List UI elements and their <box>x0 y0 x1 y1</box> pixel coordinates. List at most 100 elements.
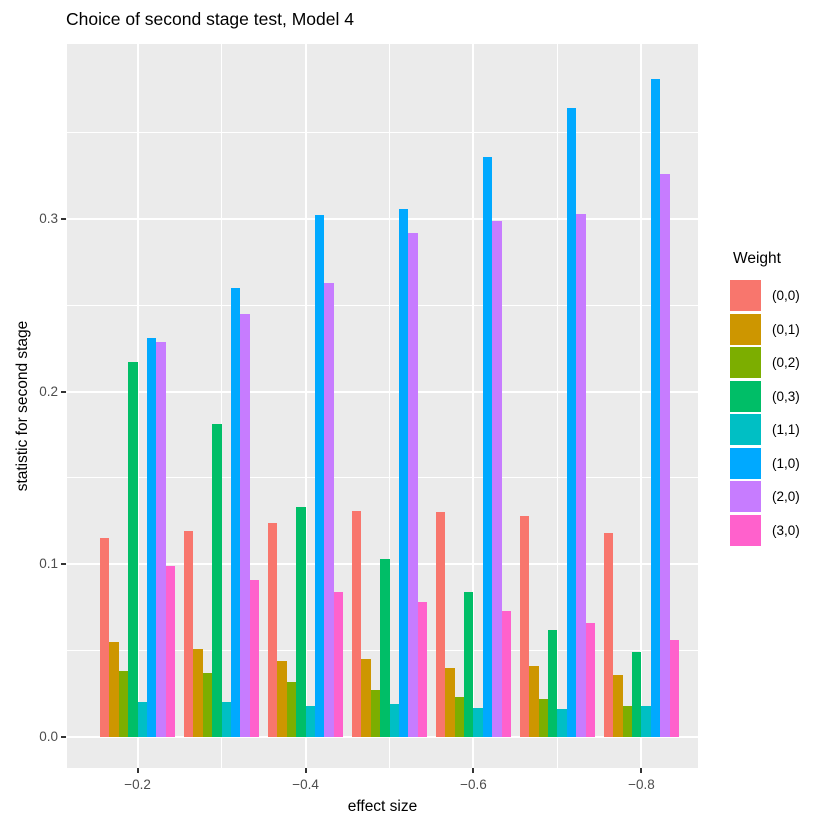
y-tick-mark <box>61 563 66 566</box>
x-tick-label: −0.6 <box>460 777 487 792</box>
legend-key-label: (3,0) <box>772 522 800 538</box>
legend-item: (1,0) <box>730 447 800 479</box>
bar <box>305 705 315 737</box>
legend-key-swatch <box>730 481 761 512</box>
bar <box>230 287 241 737</box>
bar <box>417 602 428 737</box>
bar <box>538 699 549 737</box>
bar <box>212 424 222 737</box>
legend-key-swatch <box>730 313 761 345</box>
bar <box>557 709 567 737</box>
legend-item: (0,2) <box>730 347 800 378</box>
bar <box>529 666 539 737</box>
legend-key-label: (0,1) <box>772 321 800 337</box>
bar <box>492 220 502 737</box>
y-tick-label: 0.3 <box>39 210 58 226</box>
bar <box>370 690 381 737</box>
y-tick-mark <box>61 736 66 738</box>
plot-title: Choice of second stage test, Model 4 <box>66 9 354 29</box>
bar <box>380 559 390 737</box>
x-tick-mark <box>640 768 643 773</box>
y-axis-title: statistic for second stage <box>14 320 31 492</box>
bar <box>100 538 110 737</box>
gridline-minor <box>389 44 390 768</box>
bar <box>249 579 260 737</box>
bar <box>603 533 614 737</box>
bar <box>585 623 596 737</box>
gridline-major <box>67 217 698 220</box>
legend-item: (3,0) <box>730 514 800 546</box>
bar <box>118 671 129 737</box>
y-tick-label: 0.2 <box>39 383 58 399</box>
bar <box>351 510 362 737</box>
legend-key-swatch <box>730 380 761 412</box>
gridline-minor <box>67 477 698 479</box>
legend-key-swatch <box>730 347 761 378</box>
x-tick-label: −0.4 <box>292 777 319 792</box>
bar <box>632 652 642 737</box>
bar <box>622 705 632 737</box>
bar <box>398 208 409 737</box>
x-tick-label: −0.2 <box>124 777 151 792</box>
legend-key-swatch <box>730 414 761 445</box>
bar <box>454 697 465 737</box>
bar <box>109 642 119 737</box>
bar <box>464 591 474 737</box>
bar <box>324 282 334 737</box>
y-tick-mark <box>61 390 66 393</box>
bar <box>445 667 455 737</box>
bar <box>221 702 231 737</box>
gridline-minor <box>67 132 698 134</box>
bar <box>660 173 670 737</box>
bar <box>128 362 138 737</box>
x-tick-mark <box>304 768 307 773</box>
y-tick-label: 0.0 <box>39 729 58 744</box>
bar <box>147 338 157 737</box>
legend-key-label: (2,0) <box>772 489 800 504</box>
bar <box>576 213 586 737</box>
x-tick-mark <box>472 768 475 773</box>
bar <box>361 659 371 737</box>
legend: Weight (0,0) (0,1) (0,2) (0,3) (1,1) (1,0) (2,… <box>730 250 800 548</box>
gridline-major <box>67 390 698 393</box>
bar <box>519 515 530 737</box>
bar <box>165 566 176 737</box>
gridline-major <box>640 44 643 768</box>
bar <box>296 507 306 737</box>
legend-key-swatch <box>730 514 761 546</box>
legend-item: (2,0) <box>730 481 800 512</box>
gridline-minor <box>221 44 223 768</box>
gridline-minor <box>67 304 698 306</box>
bar <box>435 512 446 737</box>
bar <box>548 629 558 737</box>
bar <box>473 707 483 737</box>
bar <box>613 674 623 737</box>
bar <box>156 341 166 737</box>
gridline-major <box>472 44 475 768</box>
legend-key-label: (0,2) <box>772 355 800 370</box>
legend-key-label: (1,1) <box>772 422 800 437</box>
legend-key-swatch <box>730 280 761 311</box>
legend-title: Weight <box>733 250 781 267</box>
x-axis-title: effect size <box>347 798 418 815</box>
bar <box>286 681 297 737</box>
bar <box>333 591 344 737</box>
legend-item: (1,1) <box>730 414 800 445</box>
bar <box>240 313 250 737</box>
bar <box>202 673 213 737</box>
plot-panel <box>67 44 698 768</box>
legend-item: (0,1) <box>730 313 800 345</box>
bar <box>314 215 325 737</box>
x-tick-mark <box>136 768 139 773</box>
bar <box>389 704 399 737</box>
legend-item: (0,3) <box>730 380 800 412</box>
bar <box>482 156 493 737</box>
legend-key-swatch <box>730 447 761 479</box>
bar <box>641 705 651 737</box>
bar <box>183 531 194 737</box>
legend-key-label: (0,0) <box>772 288 800 303</box>
bar <box>408 232 418 737</box>
bar <box>267 522 278 737</box>
y-tick-label: 0.1 <box>39 556 58 572</box>
